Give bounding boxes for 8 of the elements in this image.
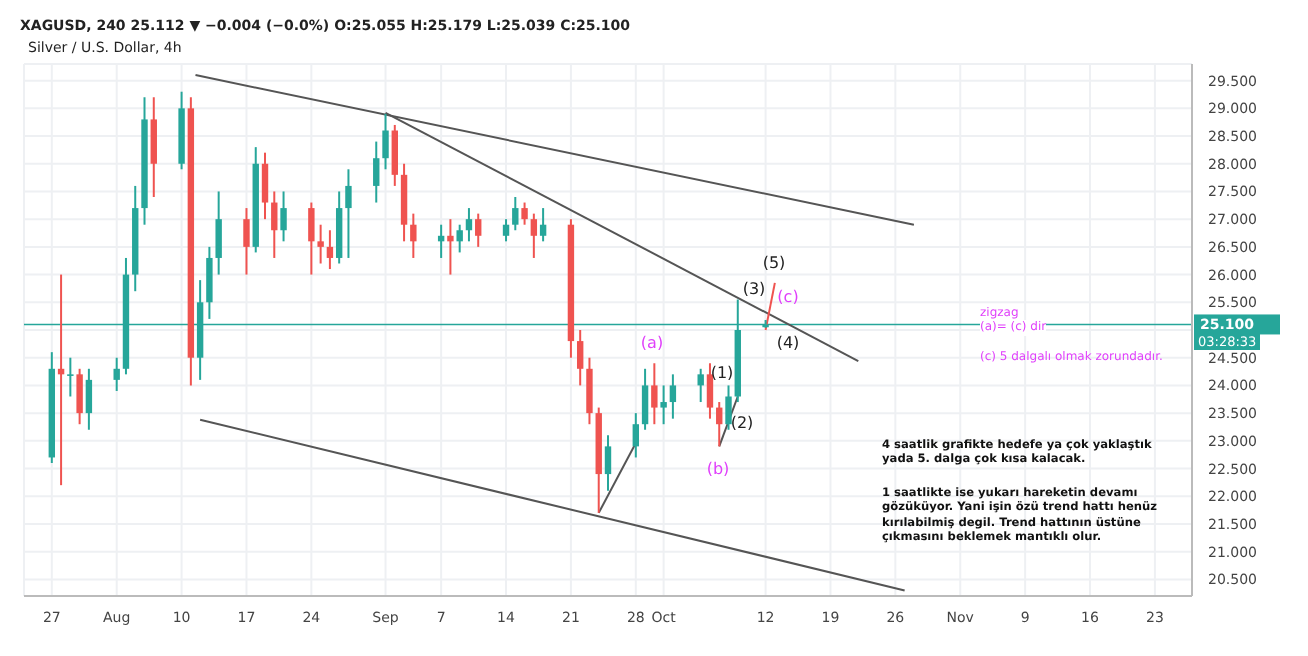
annotation: (3) (742, 280, 766, 300)
annotation: (b) (706, 460, 730, 480)
annotation: (1) (710, 364, 734, 384)
annotation: (c) (777, 288, 799, 308)
annotation: (a) (640, 334, 664, 354)
annotation: (5) (762, 254, 786, 274)
annotation: (2) (730, 414, 754, 434)
annotation: (4) (776, 334, 800, 354)
